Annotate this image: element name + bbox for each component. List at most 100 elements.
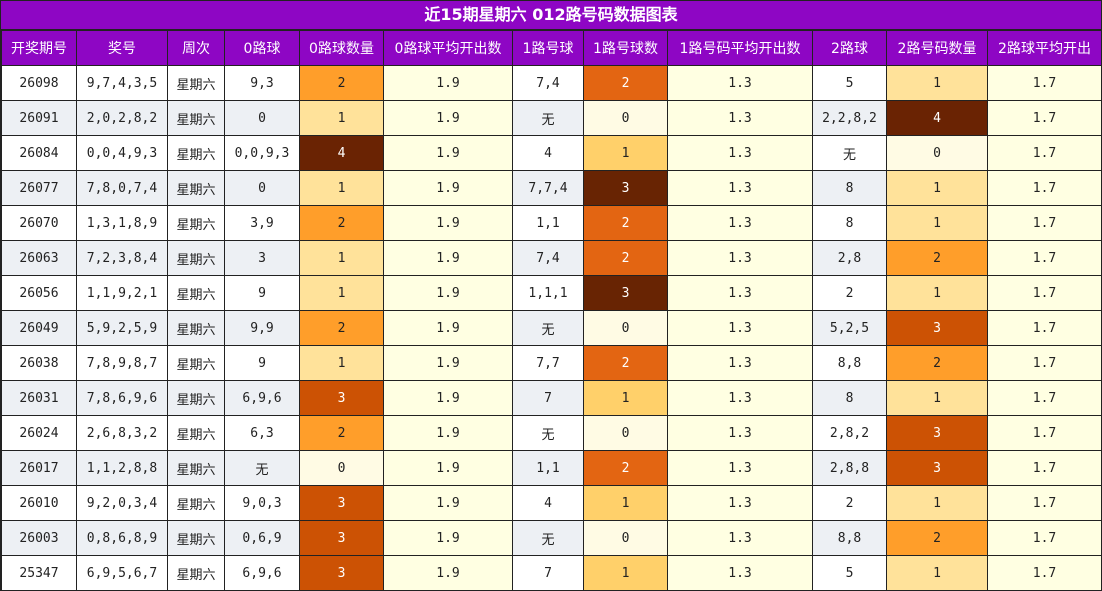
route1-cell: 7,4	[512, 240, 584, 276]
header-route1-avg: 1路号码平均开出数	[667, 30, 813, 66]
route1-avg-cell: 1.3	[667, 485, 813, 521]
week-cell: 星期六	[167, 100, 225, 136]
route2-count-cell: 2	[886, 240, 988, 276]
route1-cell: 7	[512, 380, 584, 416]
period-cell: 26003	[1, 520, 77, 556]
route2-count-cell: 1	[886, 170, 988, 206]
route0-cell: 9,9	[224, 310, 300, 346]
route2-cell: 2	[812, 485, 887, 521]
route0-cell: 9,3	[224, 65, 300, 101]
table-row: 26010 9,2,0,3,4 星期六 9,0,3 3 1.9 4 1 1.3 2 1 1.7	[1, 485, 1102, 521]
route1-cell: 7,7	[512, 345, 584, 381]
route1-cell: 1,1	[512, 450, 584, 486]
route0-avg-cell: 1.9	[383, 135, 513, 171]
route1-cell: 4	[512, 135, 584, 171]
route1-cell: 无	[512, 100, 584, 136]
route1-count-cell: 0	[583, 310, 668, 346]
route0-count-cell: 1	[299, 100, 384, 136]
route1-cell: 1,1,1	[512, 275, 584, 311]
page-title: 近15期星期六 012路号码数据图表	[1, 1, 1101, 30]
week-cell: 星期六	[167, 205, 225, 241]
numbers-cell: 0,8,6,8,9	[76, 520, 168, 556]
route0-count-cell: 3	[299, 380, 384, 416]
route0-count-cell: 1	[299, 240, 384, 276]
table-row: 26024 2,6,8,3,2 星期六 6,3 2 1.9 无 0 1.3 2,8,2 3 1.7	[1, 415, 1102, 451]
numbers-cell: 7,8,9,8,7	[76, 345, 168, 381]
route1-cell: 无	[512, 520, 584, 556]
route0-avg-cell: 1.9	[383, 520, 513, 556]
numbers-cell: 7,2,3,8,4	[76, 240, 168, 276]
table-row: 26003 0,8,6,8,9 星期六 0,6,9 3 1.9 无 0 1.3 8,8 2 1.7	[1, 520, 1102, 556]
route0-count-cell: 3	[299, 485, 384, 521]
week-cell: 星期六	[167, 485, 225, 521]
period-cell: 26038	[1, 345, 77, 381]
route1-cell: 7	[512, 555, 584, 591]
route1-cell: 无	[512, 310, 584, 346]
table-row: 26017 1,1,2,8,8 星期六无 0 1.9 1,1 2 1.3 2,8,8 3 1.7	[1, 450, 1102, 486]
numbers-cell: 5,9,2,5,9	[76, 310, 168, 346]
numbers-cell: 1,1,9,2,1	[76, 275, 168, 311]
route1-avg-cell: 1.3	[667, 205, 813, 241]
route2-avg-cell: 1.7	[987, 485, 1102, 521]
header-route0-avg: 0路球平均开出数	[383, 30, 513, 66]
route2-cell: 5,2,5	[812, 310, 887, 346]
numbers-cell: 1,3,1,8,9	[76, 205, 168, 241]
route2-count-cell: 1	[886, 275, 988, 311]
period-cell: 26077	[1, 170, 77, 206]
table-body: 26098 9,7,4,3,5 星期六 9,3 2 1.9 7,4 2 1.3 5 1 1.7 2609…	[1, 65, 1102, 591]
route2-count-cell: 1	[886, 485, 988, 521]
route1-avg-cell: 1.3	[667, 555, 813, 591]
route1-avg-cell: 1.3	[667, 520, 813, 556]
route0-cell: 6,9,6	[224, 555, 300, 591]
route1-count-cell: 2	[583, 450, 668, 486]
route2-avg-cell: 1.7	[987, 205, 1102, 241]
period-cell: 26031	[1, 380, 77, 416]
week-cell: 星期六	[167, 450, 225, 486]
route2-avg-cell: 1.7	[987, 170, 1102, 206]
table-row: 26049 5,9,2,5,9 星期六 9,9 2 1.9 无 0 1.3 5,2,5 3 1.7	[1, 310, 1102, 346]
route2-count-cell: 1	[886, 65, 988, 101]
route2-count-cell: 3	[886, 415, 988, 451]
route2-count-cell: 1	[886, 555, 988, 591]
route2-avg-cell: 1.7	[987, 310, 1102, 346]
route1-count-cell: 3	[583, 275, 668, 311]
route2-avg-cell: 1.7	[987, 555, 1102, 591]
route1-count-cell: 2	[583, 205, 668, 241]
route0-count-cell: 1	[299, 275, 384, 311]
route2-avg-cell: 1.7	[987, 520, 1102, 556]
route1-count-cell: 1	[583, 380, 668, 416]
route2-cell: 5	[812, 555, 887, 591]
route2-cell: 8,8	[812, 345, 887, 381]
period-cell: 26098	[1, 65, 77, 101]
table-row: 26091 2,0,2,8,2 星期六 0 1 1.9 无 0 1.3 2,2,8,2 4 1.7	[1, 100, 1102, 136]
week-cell: 星期六	[167, 135, 225, 171]
route0-cell: 6,9,6	[224, 380, 300, 416]
route0-avg-cell: 1.9	[383, 205, 513, 241]
numbers-cell: 2,0,2,8,2	[76, 100, 168, 136]
route0-cell: 0	[224, 170, 300, 206]
route0-count-cell: 0	[299, 450, 384, 486]
route0-count-cell: 3	[299, 555, 384, 591]
route2-count-cell: 4	[886, 100, 988, 136]
table-row: 26031 7,8,6,9,6 星期六 6,9,6 3 1.9 7 1 1.3 8 1 1.7	[1, 380, 1102, 416]
period-cell: 26049	[1, 310, 77, 346]
route0-cell: 0,0,9,3	[224, 135, 300, 171]
route0-avg-cell: 1.9	[383, 100, 513, 136]
table-row: 26077 7,8,0,7,4 星期六 0 1 1.9 7,7,4 3 1.3 8 1 1.7	[1, 170, 1102, 206]
route1-avg-cell: 1.3	[667, 100, 813, 136]
route2-count-cell: 2	[886, 520, 988, 556]
route1-avg-cell: 1.3	[667, 415, 813, 451]
route0-avg-cell: 1.9	[383, 380, 513, 416]
route0-cell: 0,6,9	[224, 520, 300, 556]
route0-count-cell: 2	[299, 205, 384, 241]
route1-count-cell: 0	[583, 415, 668, 451]
table-row: 26070 1,3,1,8,9 星期六 3,9 2 1.9 1,1 2 1.3 8 1 1.7	[1, 205, 1102, 241]
route2-count-cell: 3	[886, 310, 988, 346]
route2-avg-cell: 1.7	[987, 135, 1102, 171]
header-route1: 1路号球	[512, 30, 584, 66]
route0-count-cell: 1	[299, 345, 384, 381]
route1-avg-cell: 1.3	[667, 170, 813, 206]
route1-avg-cell: 1.3	[667, 310, 813, 346]
header-route2-count: 2路号码数量	[886, 30, 988, 66]
